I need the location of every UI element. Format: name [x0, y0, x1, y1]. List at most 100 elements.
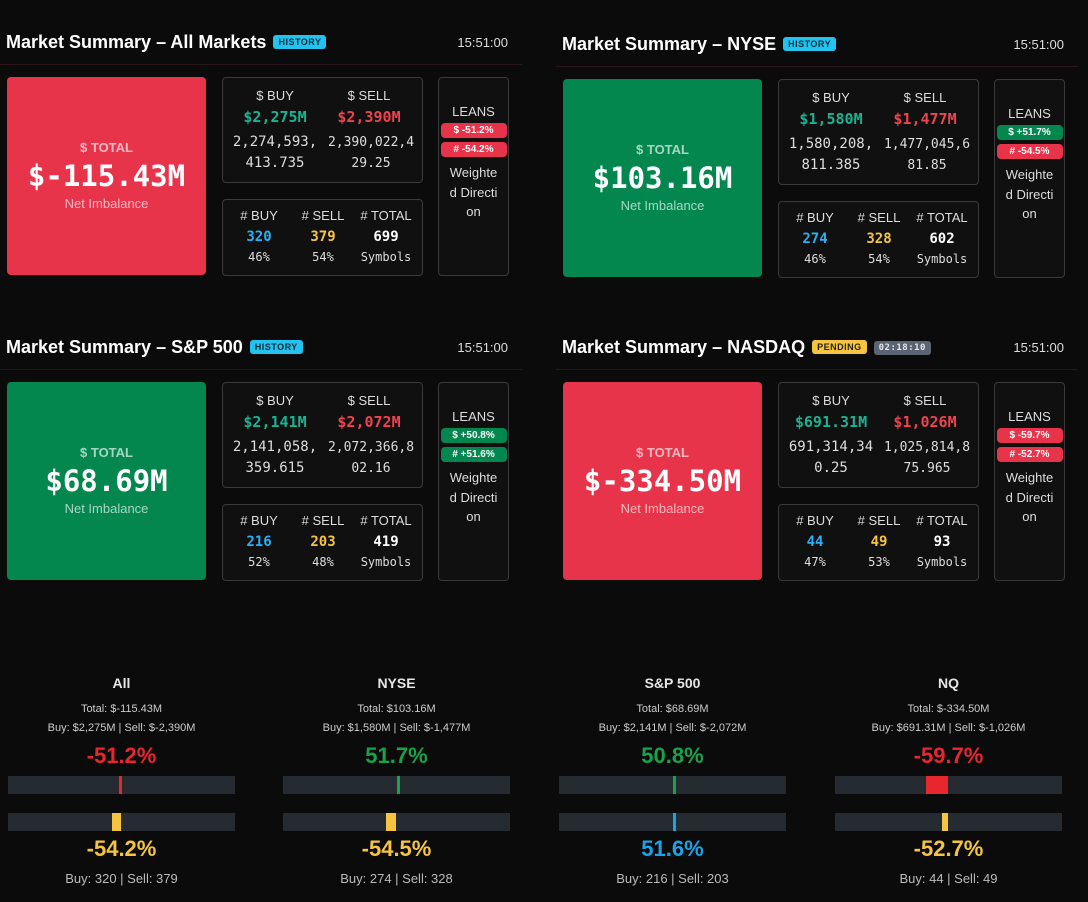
buy-dollars: $2,275M	[243, 108, 307, 126]
total-caption: Net Imbalance	[620, 501, 705, 516]
count-header: # SELL	[857, 210, 901, 225]
gauge-marker	[111, 813, 122, 831]
sell-dollars: $2,072M	[337, 413, 401, 431]
panel-title: Market Summary – All Markets	[6, 32, 267, 52]
leans-caption: Weighted Direction	[449, 470, 498, 524]
timestamp: 15:51:00	[1013, 37, 1064, 52]
count-header: # SELL	[301, 208, 345, 223]
gauge-column: All Total: $-115.43M Buy: $2,275M | Sell: …	[8, 672, 235, 892]
gauge-name: NQ	[938, 675, 959, 691]
count-value: 419	[373, 534, 399, 550]
count-header: # SELL	[301, 513, 345, 528]
dollar-percent: 51.7%	[365, 743, 428, 768]
gauge-column: S&P 500 Total: $68.69M Buy: $2,141M | Sell…	[559, 672, 786, 892]
count-header: # SELL	[857, 513, 901, 528]
count-bar	[8, 813, 235, 831]
lean-badge: $ +50.8%	[440, 428, 507, 443]
timestamp: 15:51:00	[457, 340, 508, 355]
gauge-column: NYSE Total: $103.16M Buy: $1,580M | Sell: …	[283, 672, 510, 892]
panel-title: Market Summary – S&P 500	[6, 337, 243, 357]
dollar-bar	[8, 776, 235, 794]
leans-box: LEANS $ +50.8% # +51.6% Weighted Direction	[438, 382, 509, 581]
lean-badge: # -54.5%	[996, 144, 1063, 159]
gauge-buy-sell: Buy: $2,275M | Sell: $-2,390M	[47, 722, 196, 734]
count-value: 93	[933, 534, 951, 550]
panel-header: Market Summary – S&P 500 HISTORY 15:51:00	[6, 337, 508, 361]
sell-label: $ SELL	[903, 90, 947, 105]
gauge-counts: Buy: 320 | Sell: 379	[65, 871, 178, 886]
count-sub: 53%	[868, 555, 890, 569]
count-value: 274	[802, 231, 828, 247]
divider	[556, 66, 1078, 67]
buy-exact: 2,274,593,413.735	[232, 134, 318, 171]
count-sub: Symbols	[360, 555, 412, 569]
summary-panel: Market Summary – S&P 500 HISTORY 15:51:00 $…	[0, 305, 522, 585]
gauge-marker	[942, 813, 949, 831]
sell-exact: 1,025,814,875.965	[883, 440, 971, 476]
count-percent: -54.5%	[361, 836, 432, 861]
timestamp: 15:51:00	[457, 35, 508, 50]
gauge-marker	[118, 776, 122, 794]
total-value: $103.16M	[592, 161, 733, 195]
count-sub: 48%	[312, 555, 334, 569]
count-sub: 47%	[804, 555, 826, 569]
panel-header: Market Summary – NASDAQ PENDING 02:18:10 15…	[562, 337, 1064, 361]
buy-exact: 691,314,340.25	[788, 439, 874, 476]
gauge-counts: Buy: 274 | Sell: 328	[340, 871, 453, 886]
sell-exact: 1,477,045,681.85	[883, 137, 971, 173]
status-badge: 02:18:10	[873, 341, 931, 355]
divider	[0, 369, 522, 370]
sell-label: $ SELL	[903, 393, 947, 408]
dollar-box: $ BUY $2,141M 2,141,058,359.615 $ SELL $2,07…	[222, 382, 423, 488]
status-badge: HISTORY	[783, 37, 837, 51]
dollar-box: $ BUY $1,580M 1,580,208,811.385 $ SELL $1,47…	[778, 79, 979, 185]
dollar-bar	[835, 776, 1062, 794]
gauge-buy-sell: Buy: $1,580M | Sell: $-1,477M	[322, 722, 471, 734]
count-value: 320	[246, 229, 272, 245]
count-value: 602	[929, 231, 955, 247]
count-sub: 54%	[312, 250, 334, 264]
count-box: # BUY 320 46% # SELL 379 54% # TOTAL 699 Symbols	[222, 199, 423, 276]
panel-header: Market Summary – All Markets HISTORY 15:51…	[6, 32, 508, 56]
leans-caption: Weighted Direction	[1005, 470, 1054, 524]
total-value: $68.69M	[45, 464, 168, 498]
count-value: 379	[310, 229, 336, 245]
gauge-marker	[672, 813, 677, 831]
timestamp: 15:51:00	[1013, 340, 1064, 355]
sell-dollars: $1,026M	[893, 413, 957, 431]
total-value: $-334.50M	[583, 464, 742, 498]
divider	[556, 369, 1078, 370]
buy-dollars: $691.31M	[794, 413, 868, 431]
count-value: 328	[866, 231, 892, 247]
count-header: # TOTAL	[360, 208, 412, 223]
total-label: $ TOTAL	[80, 140, 133, 155]
status-badge: PENDING	[812, 340, 867, 354]
total-box: $ TOTAL $103.16M Net Imbalance	[563, 79, 762, 277]
count-header: # TOTAL	[916, 210, 968, 225]
total-caption: Net Imbalance	[64, 501, 149, 516]
count-percent: -52.7%	[913, 836, 984, 861]
count-percent: 51.6%	[641, 836, 704, 861]
count-sub: 52%	[248, 555, 270, 569]
count-percent: -54.2%	[86, 836, 157, 861]
count-value: 699	[373, 229, 399, 245]
sell-dollars: $1,477M	[893, 110, 957, 128]
sell-dollars: $2,390M	[337, 108, 401, 126]
summary-panel: Market Summary – All Markets HISTORY 15:51…	[0, 0, 522, 280]
gauge-marker	[672, 776, 676, 794]
status-badge: HISTORY	[273, 35, 327, 49]
lean-badge: # +51.6%	[440, 447, 507, 462]
gauge-column: NQ Total: $-334.50M Buy: $691.31M | Sell: …	[835, 672, 1062, 892]
count-box: # BUY 274 46% # SELL 328 54% # TOTAL 602 Symbols	[778, 201, 979, 278]
count-value: 216	[246, 534, 272, 550]
count-value: 49	[870, 534, 888, 550]
buy-label: $ BUY	[256, 393, 294, 408]
count-bar	[559, 813, 786, 831]
sell-label: $ SELL	[347, 393, 391, 408]
gauge-counts: Buy: 216 | Sell: 203	[616, 871, 729, 886]
total-box: $ TOTAL $-115.43M Net Imbalance	[7, 77, 206, 275]
leans-label: LEANS	[452, 104, 495, 119]
gauge-name: All	[112, 675, 131, 691]
panel-header: Market Summary – NYSE HISTORY 15:51:00	[562, 34, 1064, 58]
total-box: $ TOTAL $-334.50M Net Imbalance	[563, 382, 762, 580]
